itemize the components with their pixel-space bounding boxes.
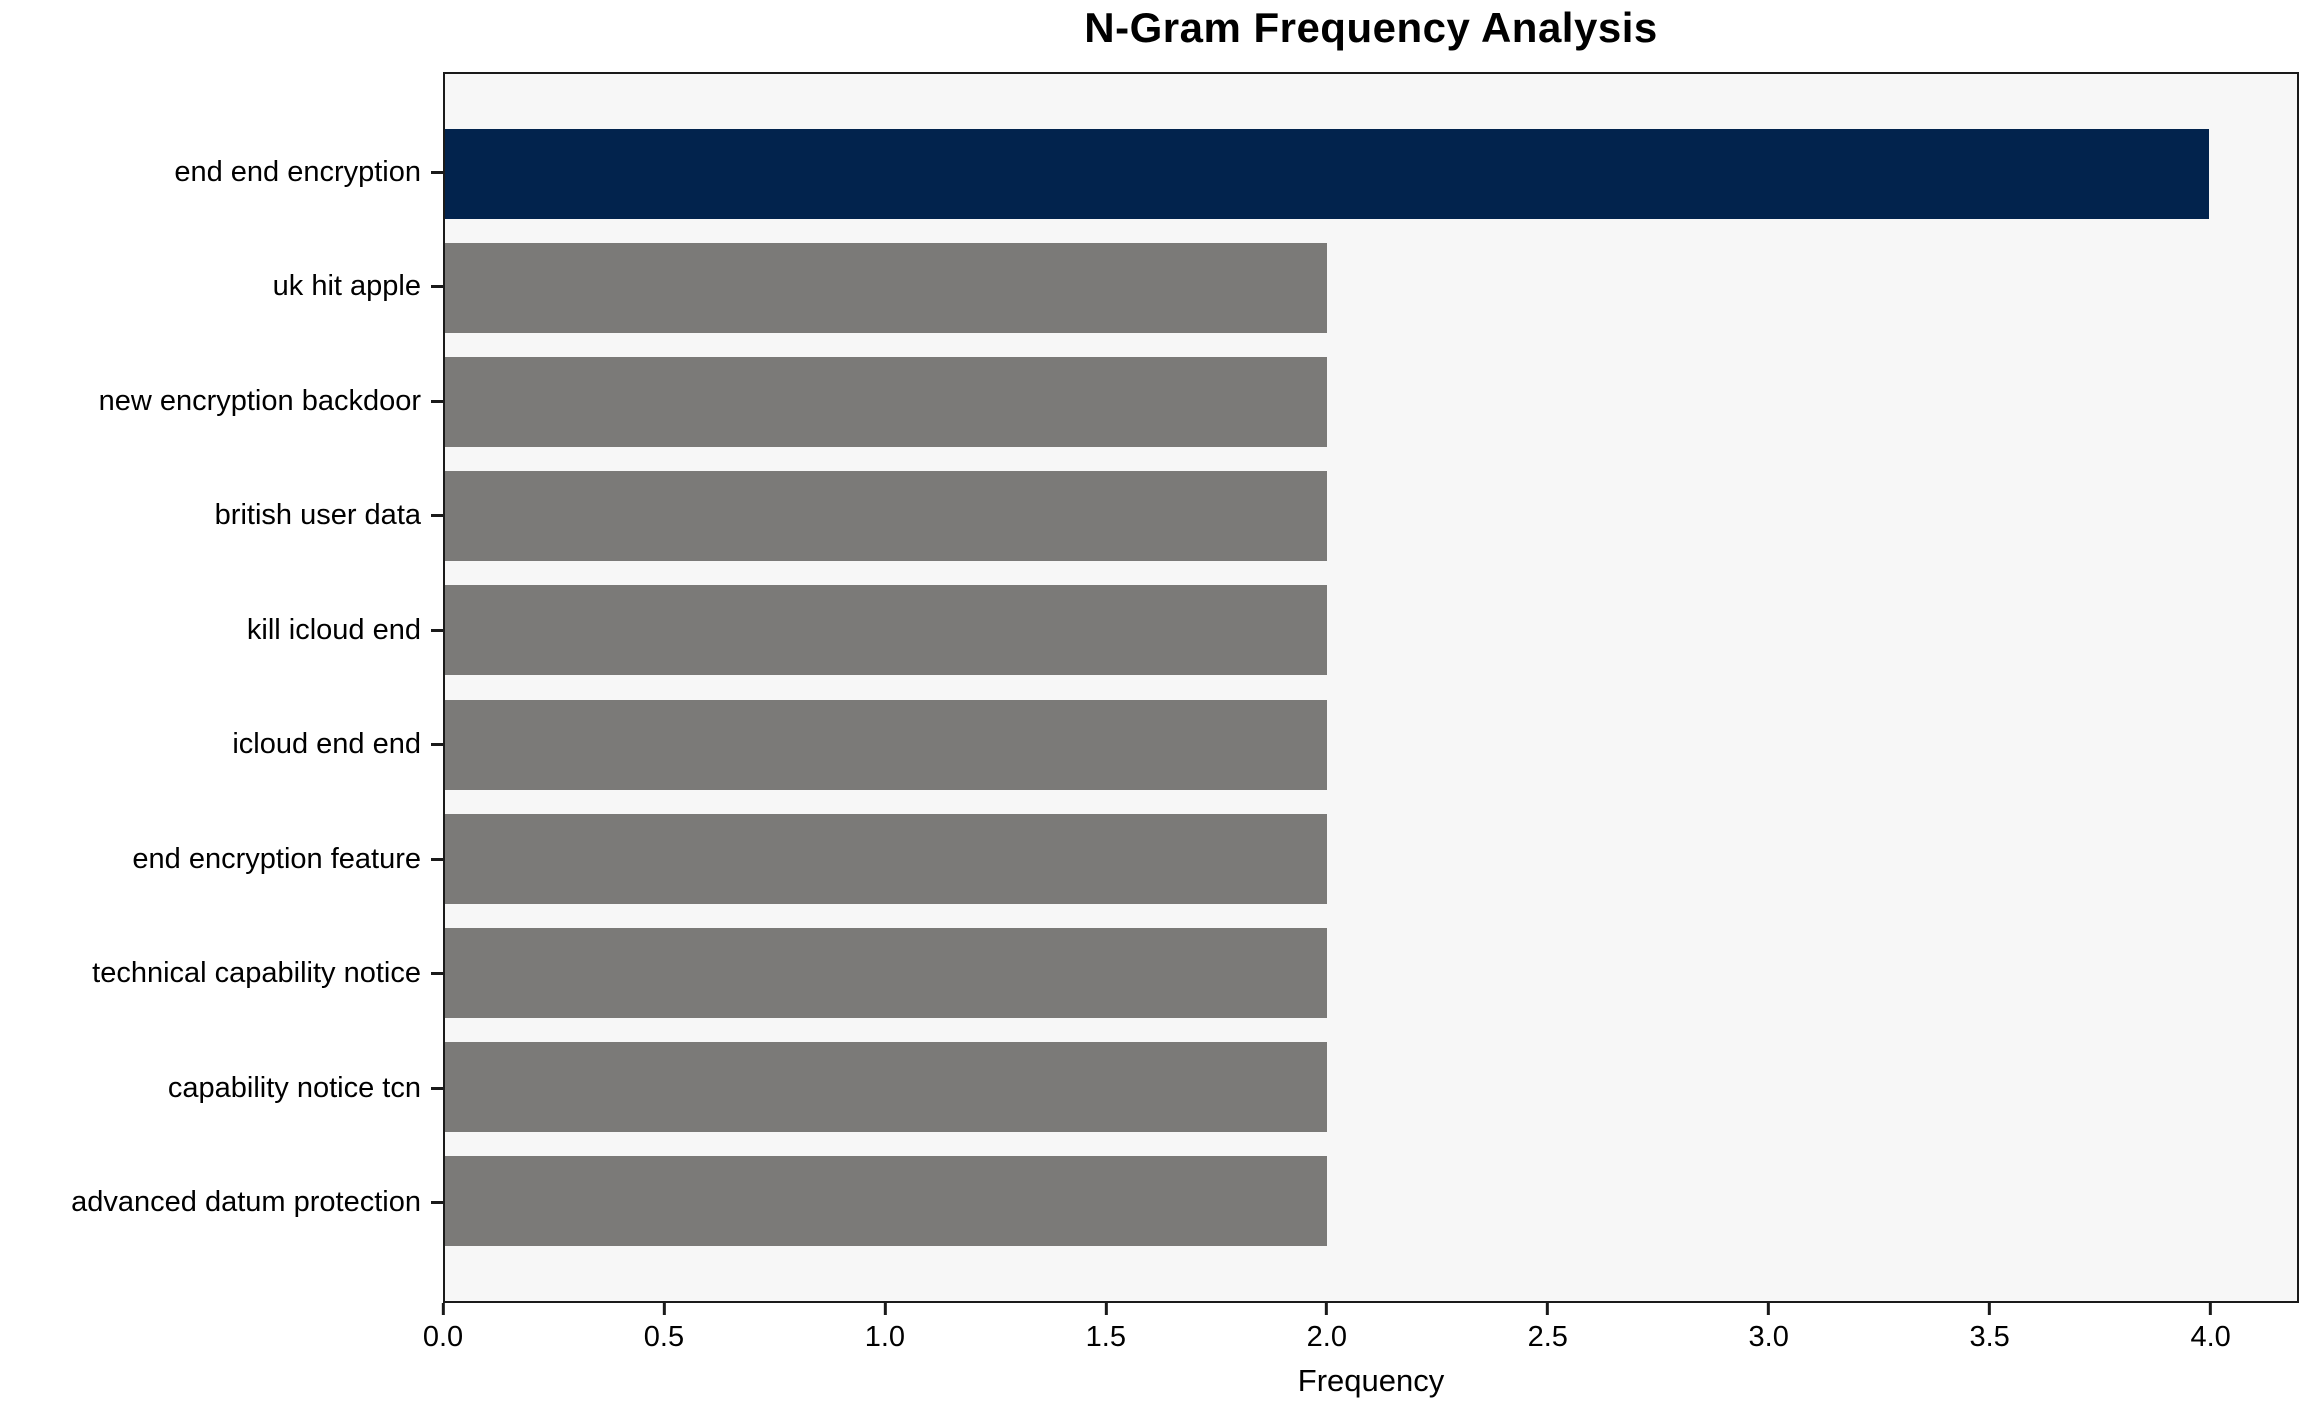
x-tick: 2.0 — [1307, 1303, 1347, 1352]
bar — [445, 585, 1327, 676]
y-tick: kill icloud end — [0, 585, 443, 675]
y-axis: end end encryption uk hit apple new encryp… — [0, 72, 443, 1303]
x-tick-label: 2.5 — [1527, 1321, 1568, 1353]
x-tick: 0.0 — [423, 1303, 463, 1352]
bar — [445, 129, 2209, 219]
bar-row — [445, 813, 2297, 904]
y-tick-label: uk hit apple — [272, 270, 421, 303]
x-tick-mark — [662, 1303, 666, 1315]
y-tick-label: advanced datum protection — [71, 1186, 421, 1219]
bar — [445, 243, 1327, 334]
bar — [445, 357, 1327, 448]
bar-row — [445, 243, 2297, 334]
bar — [445, 1041, 1327, 1132]
bar-row — [445, 1155, 2297, 1246]
x-axis: 0.0 0.5 1.0 1.5 2.0 2.5 3.0 3.5 4.0 — [423, 1303, 2299, 1363]
bar-row — [445, 357, 2297, 448]
y-tick: new encryption backdoor — [0, 356, 443, 446]
x-tick-label: 1.5 — [1085, 1321, 1127, 1353]
bar — [445, 927, 1327, 1018]
bar-row — [445, 471, 2297, 562]
y-tick-mark — [431, 1086, 443, 1090]
x-tick: 1.0 — [865, 1303, 905, 1352]
bar — [445, 813, 1327, 904]
x-tick-label: 1.0 — [864, 1321, 906, 1353]
x-tick: 2.5 — [1528, 1303, 1568, 1352]
bar-row — [445, 699, 2297, 790]
y-tick: uk hit apple — [0, 242, 443, 332]
y-tick: advanced datum protection — [0, 1158, 443, 1248]
x-tick-mark — [2209, 1303, 2213, 1315]
y-tick-label: icloud end end — [232, 728, 421, 761]
bar — [445, 471, 1327, 562]
plot-area — [443, 72, 2299, 1303]
y-tick-label: end encryption feature — [132, 842, 421, 875]
y-tick-label: end end encryption — [174, 155, 421, 188]
x-tick-mark — [1104, 1303, 1108, 1315]
x-tick-mark — [883, 1303, 887, 1315]
y-tick: capability notice tcn — [0, 1043, 443, 1133]
y-tick-mark — [431, 514, 443, 518]
y-tick-mark — [431, 857, 443, 861]
x-tick-label: 2.0 — [1306, 1321, 1347, 1353]
bar — [445, 699, 1327, 790]
bar-row — [445, 1041, 2297, 1132]
y-tick: end encryption feature — [0, 814, 443, 904]
y-tick-mark — [431, 285, 443, 289]
bar — [445, 1155, 1327, 1246]
y-tick-mark — [431, 743, 443, 747]
y-tick-mark — [431, 1201, 443, 1205]
y-tick: end end encryption — [0, 127, 443, 217]
x-tick: 1.5 — [1086, 1303, 1126, 1352]
bar-series — [445, 74, 2297, 1301]
y-tick-mark — [431, 399, 443, 403]
x-tick: 3.0 — [1749, 1303, 1789, 1352]
x-tick-label: 0.0 — [422, 1321, 464, 1353]
x-tick-label: 4.0 — [2190, 1321, 2231, 1353]
x-tick-label: 3.5 — [1969, 1321, 2010, 1353]
x-tick-mark — [1988, 1303, 1992, 1315]
chart-title: N-Gram Frequency Analysis — [1084, 4, 1658, 51]
bar-row — [445, 585, 2297, 676]
bar-row — [445, 129, 2297, 219]
y-tick: icloud end end — [0, 700, 443, 790]
x-tick-label: 0.5 — [643, 1321, 685, 1353]
y-tick-mark — [431, 628, 443, 632]
x-axis-label: Frequency — [1297, 1363, 1445, 1398]
x-tick-mark — [441, 1303, 445, 1315]
x-tick-mark — [1325, 1303, 1329, 1315]
x-tick: 0.5 — [644, 1303, 684, 1352]
y-tick-label: new encryption backdoor — [98, 384, 421, 417]
y-tick-label: british user data — [214, 499, 421, 532]
x-tick-label: 3.0 — [1748, 1321, 1789, 1353]
y-tick-mark — [431, 170, 443, 174]
y-tick: british user data — [0, 471, 443, 561]
x-tick: 4.0 — [2190, 1303, 2231, 1353]
y-tick: technical capability notice — [0, 929, 443, 1019]
x-tick-mark — [1546, 1303, 1550, 1315]
x-tick-mark — [1767, 1303, 1771, 1315]
y-tick-label: technical capability notice — [92, 957, 421, 990]
y-tick-label: kill icloud end — [246, 613, 421, 646]
bar-row — [445, 927, 2297, 1018]
x-tick: 3.5 — [1969, 1303, 2010, 1353]
y-tick-mark — [431, 972, 443, 976]
y-tick-label: capability notice tcn — [167, 1071, 421, 1104]
